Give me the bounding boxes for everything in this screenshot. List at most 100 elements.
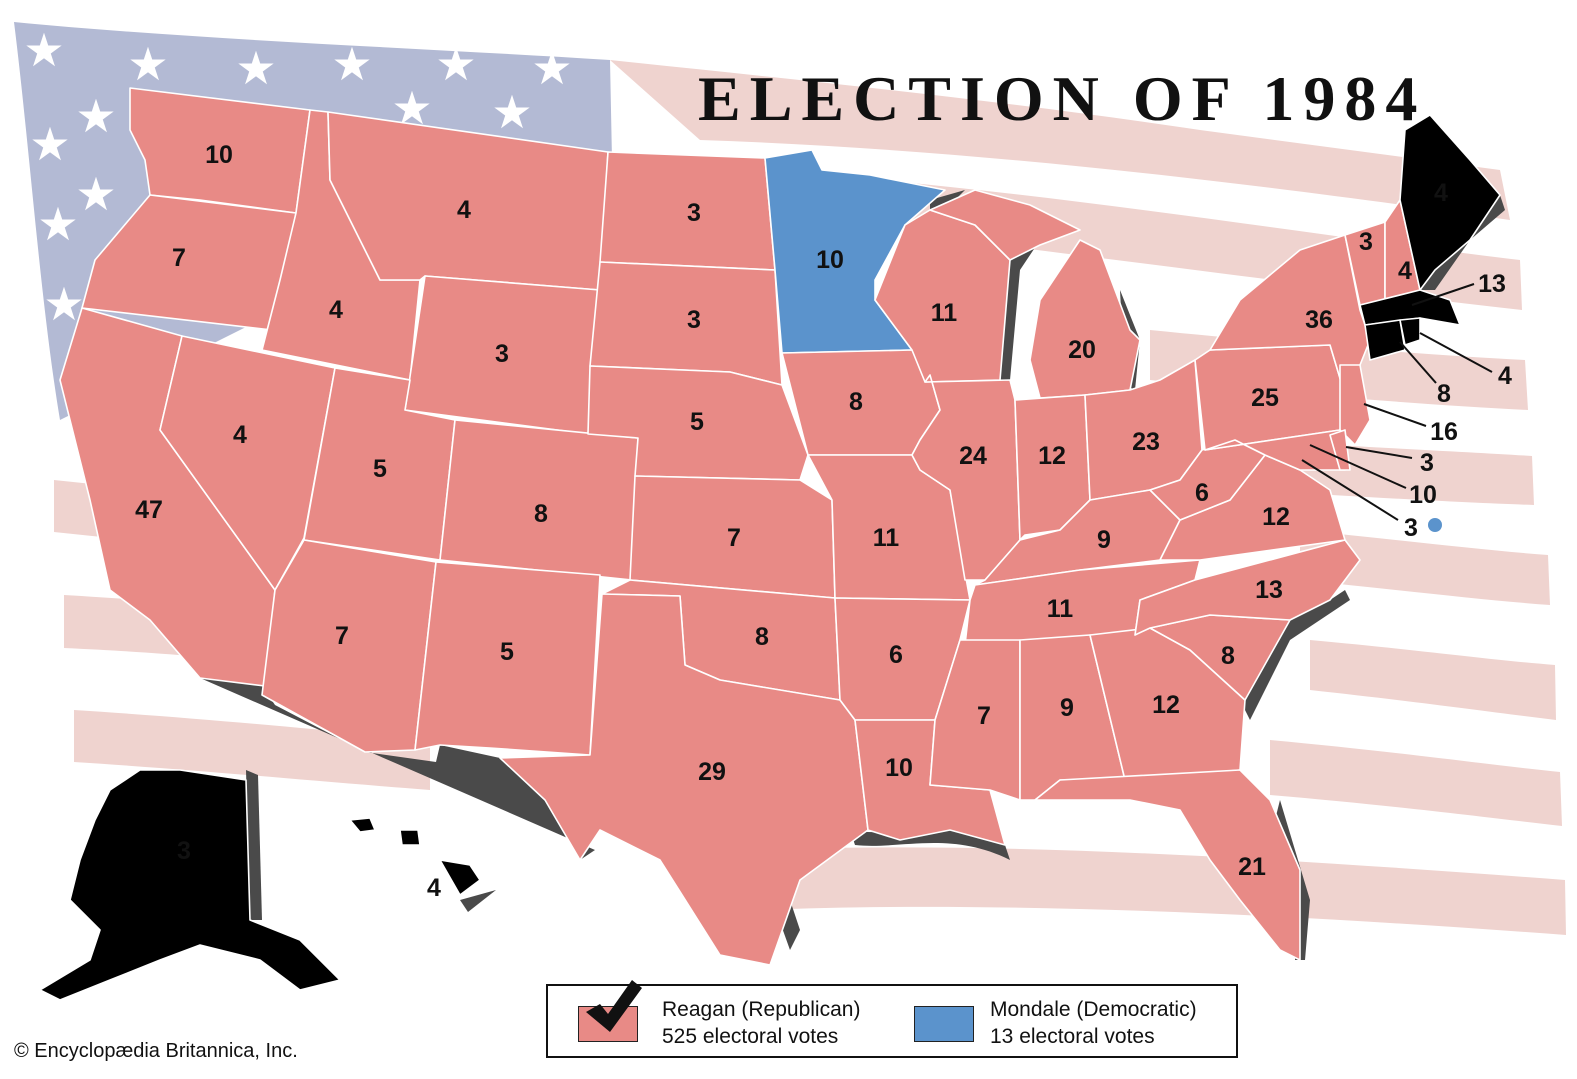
svg-text:★: ★: [37, 198, 78, 250]
callout-vote-label: 13: [1478, 270, 1506, 298]
map-title: ELECTION OF 1984: [698, 63, 1427, 134]
callout-lines: [1301, 283, 1493, 521]
callout-vote-label: 16: [1430, 418, 1458, 446]
state-vote-label: 8: [755, 623, 769, 651]
state-vote-label: 29: [698, 758, 726, 786]
state-vote-label: 36: [1305, 306, 1333, 334]
state-maryland: [1204, 429, 1346, 471]
state-vote-label: 21: [1238, 853, 1266, 881]
state-vote-label: 7: [172, 244, 186, 272]
legend-swatch-democratic: [914, 1006, 974, 1042]
state-vote-label: 6: [889, 641, 903, 669]
state-vote-label: 8: [534, 500, 548, 528]
state-vote-label: 3: [495, 340, 509, 368]
flag-stripe: [74, 710, 430, 790]
state-vote-label: 25: [1251, 384, 1279, 412]
svg-text:★: ★: [23, 24, 64, 76]
svg-text:★: ★: [235, 42, 276, 94]
state-vote-label: 8: [1221, 642, 1235, 670]
state-minnesota: [764, 149, 946, 354]
callout-vote-label: 8: [1437, 380, 1451, 408]
state-vote-label: 11: [873, 524, 900, 552]
state-vote-label: 4: [457, 196, 471, 224]
callout-vote-label: 3: [1420, 449, 1434, 477]
state-vote-label: 9: [1060, 694, 1074, 722]
svg-text:★: ★: [331, 38, 372, 90]
legend: Reagan (Republican) 525 electoral votes …: [546, 980, 1238, 1058]
svg-text:★: ★: [127, 38, 168, 90]
dc-marker-dot: [1428, 518, 1442, 532]
flag-stripe: [1270, 740, 1562, 826]
flag-stripe: [1300, 530, 1550, 605]
state-vote-label: 12: [1152, 691, 1180, 719]
state-vote-label: 10: [205, 141, 233, 169]
callout-vote-label: 3: [1404, 514, 1418, 542]
state-vote-label: 8: [849, 388, 863, 416]
svg-text:★: ★: [531, 42, 572, 94]
state-vote-label: 6: [1195, 479, 1209, 507]
svg-text:★: ★: [491, 86, 532, 138]
callout-leader-line: [1419, 332, 1493, 373]
state-vote-label: 4: [427, 874, 441, 902]
callout-leader-line: [1301, 459, 1399, 521]
state-vote-label: 10: [885, 754, 913, 782]
state-vote-label: 11: [1047, 595, 1074, 623]
svg-text:★: ★: [75, 168, 116, 220]
legend-reagan-name: Reagan (Republican): [662, 998, 861, 1021]
state-vote-label: 11: [931, 299, 958, 327]
state-maine: [1399, 114, 1501, 291]
state-vote-label: 24: [959, 442, 987, 470]
svg-text:★: ★: [435, 38, 476, 90]
state-new-jersey: [1339, 364, 1371, 446]
state-vote-label: 3: [1359, 228, 1373, 256]
callout-leader-line: [1363, 403, 1427, 427]
state-vote-label: 4: [1398, 257, 1412, 285]
winner-checkmark-icon: [586, 980, 642, 1032]
state-north-carolina: [1134, 539, 1361, 636]
state-vote-label: 3: [687, 199, 701, 227]
state-vote-label: 7: [977, 702, 991, 730]
state-vote-label: 13: [1255, 576, 1283, 604]
state-vote-label: 12: [1038, 442, 1066, 470]
state-vote-label: 5: [500, 638, 514, 666]
callout-leader-line: [1309, 444, 1407, 489]
state-alaska: [39, 769, 341, 1001]
flag-stripe: [610, 60, 1510, 220]
state-vote-label: 4: [329, 296, 343, 324]
svg-text:★: ★: [29, 118, 70, 170]
state-new-mexico: [414, 561, 601, 756]
legend-mondale-votes: 13 electoral votes: [990, 1025, 1155, 1048]
callout-leader-line: [1399, 341, 1437, 384]
state-vote-label: 10: [816, 246, 844, 274]
svg-text:★: ★: [75, 90, 116, 142]
flag-stripe: [1310, 640, 1556, 720]
state-vote-label: 47: [135, 496, 163, 524]
state-arizona: [261, 539, 437, 753]
state-vote-label: 9: [1097, 526, 1111, 554]
state-vote-label: 3: [687, 306, 701, 334]
callout-labels: 13 4 8 16 3 10 3: [1404, 270, 1512, 542]
callout-leader-line: [1345, 446, 1413, 459]
state-oregon: [81, 194, 297, 331]
state-vote-label: 12: [1262, 503, 1290, 531]
state-florida: [1034, 769, 1301, 961]
copyright-notice: © Encyclopædia Britannica, Inc.: [14, 1040, 298, 1062]
state-vote-label: 7: [335, 622, 349, 650]
callout-leader-line: [1411, 283, 1475, 306]
state-vote-label: 7: [727, 524, 741, 552]
states-layer: [39, 87, 1501, 1001]
state-vote-label: 5: [690, 408, 704, 436]
flag-stars: ★ ★ ★ ★ ★ ★ ★ ★ ★ ★ ★ ★ ★: [23, 24, 572, 330]
legend-mondale-name: Mondale (Democratic): [990, 998, 1197, 1021]
state-hawaii: [349, 817, 481, 896]
state-rhode-island: [1399, 317, 1421, 346]
state-michigan: [929, 189, 1141, 399]
state-vote-label: 20: [1068, 336, 1096, 364]
state-texas: [499, 593, 869, 966]
state-vote-label: 4: [1434, 179, 1448, 207]
state-vote-label: 3: [177, 837, 191, 865]
state-vote-label: 4: [233, 421, 247, 449]
